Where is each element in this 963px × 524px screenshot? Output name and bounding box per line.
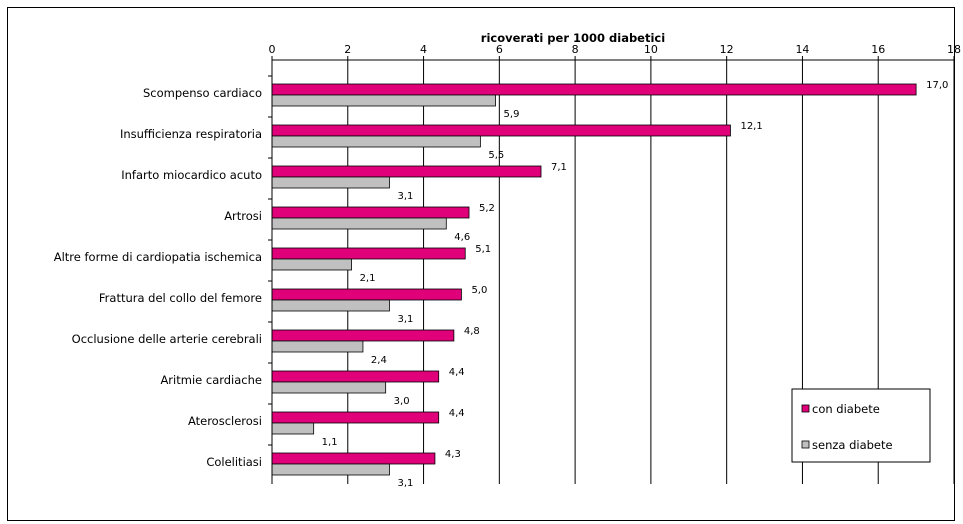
data-label-con-diabete: 4,4 (449, 408, 465, 419)
category-label: Aritmie cardiache (160, 373, 262, 387)
data-label-con-diabete: 5,0 (471, 285, 487, 296)
data-label-con-diabete: 4,8 (464, 326, 480, 337)
bar-con-diabete (271, 165, 542, 178)
legend-swatch-senza-diabete (801, 440, 810, 449)
data-label-con-diabete: 7,1 (551, 162, 567, 173)
category-label: Insufficienza respiratoria (120, 127, 262, 141)
data-label-con-diabete: 5,1 (475, 244, 491, 255)
category-label: Infarto miocardico acuto (121, 168, 262, 182)
bar-senza-diabete (271, 463, 390, 476)
data-label-senza-diabete: 4,6 (454, 232, 470, 243)
category-label: Aterosclerosi (188, 414, 262, 428)
x-tick-label: 0 (269, 43, 276, 56)
category-label: Altre forme di cardiopatia ischemica (54, 250, 262, 264)
bar-con-diabete (271, 288, 462, 301)
x-tick-label: 12 (720, 43, 734, 56)
x-tick-label: 6 (496, 43, 503, 56)
category-label: Artrosi (224, 209, 262, 223)
legend-swatch-con-diabete (801, 404, 810, 413)
legend-label-con-diabete: con diabete (812, 402, 880, 416)
bar-con-diabete (271, 83, 917, 96)
data-label-senza-diabete: 1,1 (322, 437, 338, 448)
bar-senza-diabete (271, 340, 364, 353)
data-label-con-diabete: 5,2 (479, 203, 495, 214)
data-label-con-diabete: 12,1 (740, 121, 762, 132)
data-label-senza-diabete: 5,9 (504, 109, 520, 120)
data-label-senza-diabete: 5,5 (488, 150, 504, 161)
bar-con-diabete (271, 370, 440, 383)
bar-senza-diabete (271, 94, 496, 107)
data-label-senza-diabete: 3,1 (397, 191, 413, 202)
x-tick-label: 10 (644, 43, 658, 56)
category-label: Occlusione delle arterie cerebrali (72, 332, 262, 346)
chart-frame: ricoverati per 1000 diabetici 0 2 4 6 8 10 12 14… (7, 7, 961, 521)
data-label-senza-diabete: 2,4 (371, 355, 387, 366)
data-label-con-diabete: 17,0 (926, 80, 948, 91)
bar-senza-diabete (271, 176, 390, 189)
x-tick-label: 14 (795, 43, 809, 56)
bar-senza-diabete (271, 217, 447, 230)
bar-con-diabete (271, 452, 436, 465)
x-tick-label: 8 (572, 43, 579, 56)
x-tick-label: 16 (871, 43, 885, 56)
x-tick-label: 4 (420, 43, 427, 56)
bar-con-diabete (271, 124, 731, 137)
legend-label-senza-diabete: senza diabete (812, 438, 893, 452)
data-label-senza-diabete: 2,1 (360, 273, 376, 284)
data-label-con-diabete: 4,3 (445, 449, 461, 460)
category-label: Scompenso cardiaco (143, 86, 262, 100)
bar-senza-diabete (271, 135, 481, 148)
category-label: Colelitiasi (206, 455, 262, 469)
bar-con-diabete (271, 329, 455, 342)
x-tick-label: 18 (947, 43, 961, 56)
data-label-senza-diabete: 3,1 (397, 478, 413, 489)
bar-senza-diabete (271, 258, 352, 271)
bar-con-diabete (271, 206, 470, 219)
bar-con-diabete (271, 247, 466, 260)
legend-box (791, 388, 931, 463)
x-tick-label: 2 (344, 43, 351, 56)
chart-title: ricoverati per 1000 diabetici (481, 31, 665, 45)
category-label: Frattura del collo del femore (99, 291, 262, 305)
bar-senza-diabete (271, 422, 315, 435)
bar-senza-diabete (271, 299, 390, 312)
data-label-con-diabete: 4,4 (449, 367, 465, 378)
bar-senza-diabete (271, 381, 387, 394)
bar-con-diabete (271, 411, 440, 424)
data-label-senza-diabete: 3,1 (397, 314, 413, 325)
data-label-senza-diabete: 3,0 (394, 396, 410, 407)
